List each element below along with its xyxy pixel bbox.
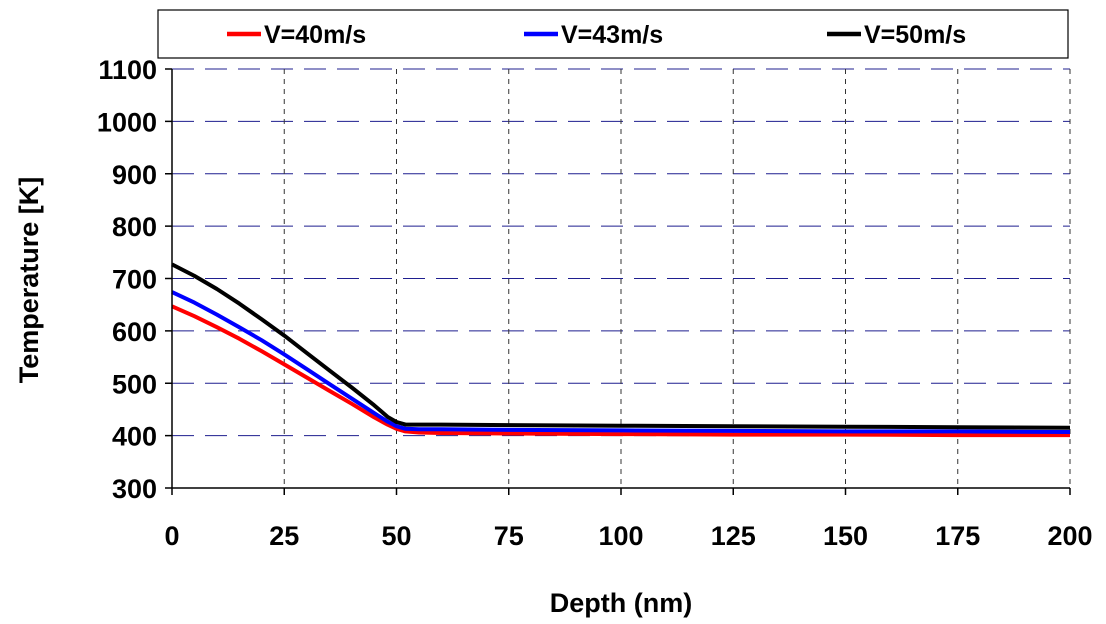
series-line-1 [171,304,1070,438]
series-line-3 [171,262,1071,430]
x-tick-label: 150 [823,521,868,551]
y-tick-label: 600 [112,317,157,347]
y-tick-label: 300 [112,474,157,504]
axes [165,68,1071,495]
y-tick-label: 1000 [97,107,157,137]
x-tick-label: 200 [1047,521,1092,551]
x-tick-label: 0 [164,521,179,551]
y-axis-title: Temperature [K] [14,177,44,384]
x-tick-label: 100 [598,521,643,551]
legend: V=40m/s V=43m/s V=50m/s [157,9,1069,59]
legend-label-1: V=40m/s [264,21,366,49]
x-tick-label: 125 [711,521,756,551]
x-axis-title: Depth (nm) [550,588,692,618]
y-tick-label: 1100 [98,55,157,85]
x-tick-label: 50 [381,521,411,551]
y-tick-label: 400 [112,422,157,452]
y-tick-label: 700 [112,265,157,295]
tick-labels: 300 400 500 600 700 800 900 1000 1100 0 25 50 75 100 1… [97,55,1093,551]
x-tick-label: 25 [269,521,299,551]
legend-label-2: V=43m/s [561,21,663,49]
y-tick-label: 500 [112,369,157,399]
x-tick-label: 75 [494,521,524,551]
legend-label-3: V=50m/s [864,21,966,49]
y-tick-label: 800 [112,212,157,242]
series-line-2 [171,290,1071,434]
y-tick-label: 900 [112,160,157,190]
x-tick-label: 175 [935,521,980,551]
legend-box [157,9,1069,59]
series-lines [171,262,1071,438]
